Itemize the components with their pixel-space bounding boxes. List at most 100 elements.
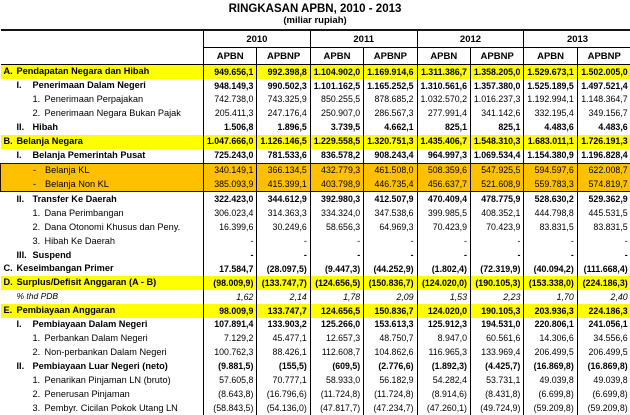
subcol-apbn-2013: APBN [524, 48, 577, 65]
table-header: 2010 2011 2012 2013 APBN APBNP APBN APBN… [1, 30, 630, 65]
value-cell: 133.969,4 [470, 346, 523, 360]
value-cell: 306.023,4 [204, 206, 257, 220]
year-header-2011: 2011 [310, 30, 417, 48]
value-cell: 70.423,9 [417, 220, 470, 234]
value-cell: - [417, 234, 470, 248]
value-cell: 1.506,8 [204, 121, 257, 135]
value-cell: 725.243,0 [204, 149, 257, 163]
value-cell: 220.806,1 [524, 318, 577, 332]
value-cell: 334.324,0 [310, 206, 363, 220]
value-cell: - [364, 234, 417, 248]
value-cell: 529.362,9 [577, 192, 630, 206]
row-label-text: Keseimbangan Primer [17, 263, 114, 273]
row-label-text: Pembiayaan Anggaran [17, 305, 116, 315]
value-cell: 153.613,3 [364, 318, 417, 332]
value-cell: 392.980,3 [310, 192, 363, 206]
row-prefix: 2. [33, 390, 45, 399]
value-cell: (6.699,8) [524, 388, 577, 402]
row-label: B.Belanja Negara [1, 135, 204, 149]
value-cell: 1.311.386,7 [417, 65, 470, 79]
value-cell: 247.176,4 [257, 107, 310, 121]
row-prefix: C. [4, 264, 17, 273]
value-cell: 415.399,1 [257, 178, 310, 192]
value-cell: - [470, 248, 523, 262]
value-cell: 58.933,0 [310, 374, 363, 388]
row-label-text: Pendapatan Negara dan Hibah [17, 66, 150, 76]
row-label-text: Transfer Ke Daerah [33, 194, 117, 204]
value-cell: (8.431,8) [470, 388, 523, 402]
value-cell: 403.798,9 [310, 178, 363, 192]
row-label: 3.Pembyr. Cicilan Pokok Utang LN [1, 402, 204, 415]
row-label-text: Pembyr. Cicilan Pokok Utang LN [45, 403, 178, 413]
value-cell: 1.047.666,0 [204, 135, 257, 149]
value-cell: 107.891,4 [204, 318, 257, 332]
value-cell: 1.525.189,5 [524, 79, 577, 93]
row-label-text: Perbankan Dalam Negeri [45, 333, 148, 343]
value-cell: 83.831,5 [524, 220, 577, 234]
value-cell: (28.097,5) [257, 262, 310, 276]
value-cell: 347.538,6 [364, 206, 417, 220]
value-cell: 88.426,1 [257, 346, 310, 360]
value-cell: - [524, 248, 577, 262]
row-prefix: II. [17, 195, 33, 204]
value-cell: 949.656,1 [204, 65, 257, 79]
value-cell: (47.234,7) [364, 402, 417, 415]
value-cell: (16.869,8) [524, 360, 577, 374]
value-cell: 1,70 [524, 290, 577, 304]
value-cell: 408.352,1 [470, 206, 523, 220]
value-cell: 34.556,6 [577, 332, 630, 346]
row-label-text: Belanja Pemerintah Pusat [33, 150, 146, 160]
value-cell: 521.608,9 [470, 178, 523, 192]
value-cell: 8.947,0 [417, 332, 470, 346]
value-cell: 133.747,7 [257, 304, 310, 318]
value-cell: (150.836,7) [364, 276, 417, 290]
value-cell: 948.149,3 [204, 79, 257, 93]
value-cell: 341.142,6 [470, 107, 523, 121]
row-prefix: - [33, 166, 45, 175]
row-label: I.Penerimaan Dalam Negeri [1, 79, 204, 93]
value-cell: (124.656,5) [310, 276, 363, 290]
value-cell: 366.134,5 [257, 163, 310, 177]
row-prefix: 2. [33, 348, 45, 357]
row-label: 1.Dana Perimbangan [1, 206, 204, 220]
year-header-2013: 2013 [524, 30, 630, 48]
year-header-row: 2010 2011 2012 2013 [1, 30, 630, 48]
row-label: 2.Penerusan Pinjaman [1, 388, 204, 402]
value-cell: 116.965,3 [417, 346, 470, 360]
row-label: E.Pembiayaan Anggaran [1, 304, 204, 318]
value-cell: 2,14 [257, 290, 310, 304]
value-cell: 112.608,7 [310, 346, 363, 360]
value-cell: (49.724,9) [470, 402, 523, 415]
apbn-summary-table: 2010 2011 2012 2013 APBN APBNP APBN APBN… [0, 29, 630, 415]
value-cell: 125.266,0 [310, 318, 363, 332]
value-cell: 1,62 [204, 290, 257, 304]
row-label-text: Dana Perimbangan [45, 208, 124, 218]
value-cell: 45.477,1 [257, 332, 310, 346]
row-label: 2.Dana Otonomi Khusus dan Peny. [1, 220, 204, 234]
table-row: 3.Hibah Ke Daerah-------- [1, 234, 630, 248]
row-label-text: Hibah [33, 122, 59, 132]
subcol-apbnp-2012: APBNP [470, 48, 523, 65]
value-cell: 12.657,3 [310, 332, 363, 346]
value-cell: 508.359,6 [417, 163, 470, 177]
value-cell: 206.499,5 [577, 346, 630, 360]
value-cell: 964.997,3 [417, 149, 470, 163]
row-label: I.Belanja Pemerintah Pusat [1, 149, 204, 163]
value-cell: 340.149,1 [204, 163, 257, 177]
row-prefix: A. [4, 67, 17, 76]
value-cell: 1.196.828,4 [577, 149, 630, 163]
value-cell: (6.699,8) [577, 388, 630, 402]
row-label-text: Non-perbankan Dalam Negeri [45, 347, 167, 357]
value-cell: 528.630,2 [524, 192, 577, 206]
value-cell: 444.798,8 [524, 206, 577, 220]
value-cell: 1.548.310,3 [470, 135, 523, 149]
value-cell: 908.243,4 [364, 149, 417, 163]
table-row: II.Pembiayaan Luar Negeri (neto)(9.881,5… [1, 360, 630, 374]
value-cell: 1.435.406,7 [417, 135, 470, 149]
value-cell: 49.039,8 [577, 374, 630, 388]
value-cell: 1.104.902,0 [310, 65, 363, 79]
value-cell: 850.255,5 [310, 93, 363, 107]
row-label: -Belanja KL [1, 163, 204, 177]
